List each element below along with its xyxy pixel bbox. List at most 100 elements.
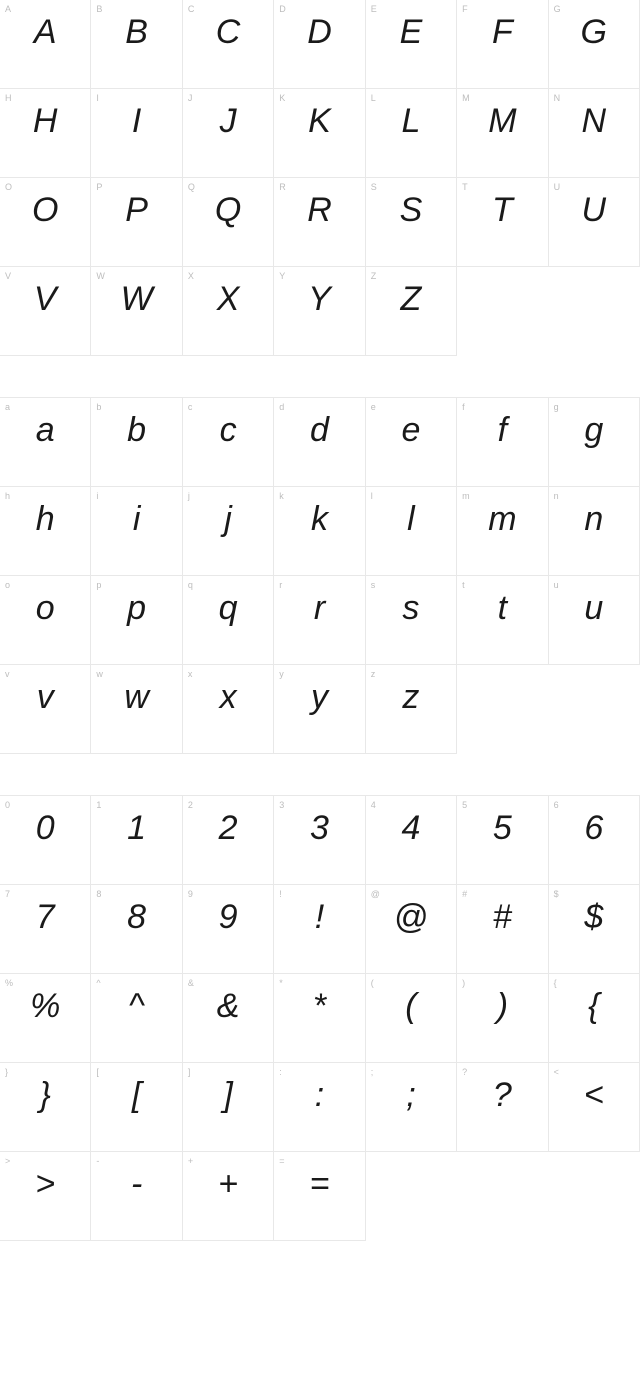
glyph-cell: <<	[548, 1062, 640, 1152]
glyph-cell-label: n	[554, 491, 559, 501]
glyph-cell-label: z	[371, 669, 376, 679]
glyph-section-digits-symbols: 00112233445566778899!!@@##$$%%^^&&**(())…	[0, 796, 640, 1241]
glyph-cell-label: u	[554, 580, 559, 590]
glyph-cell-label: E	[371, 4, 377, 14]
glyph-cell-glyph: 9	[183, 900, 273, 934]
glyph-cell: JJ	[182, 88, 274, 178]
glyph-cell-glyph: %	[0, 989, 90, 1023]
glyph-cell: ^^	[90, 973, 182, 1063]
glyph-cell: aa	[0, 397, 91, 487]
glyph-cell: MM	[456, 88, 548, 178]
glyph-cell: {{	[548, 973, 640, 1063]
glyph-cell: 77	[0, 884, 91, 974]
glyph-cell: pp	[90, 575, 182, 665]
glyph-cell-glyph: 4	[366, 811, 456, 845]
glyph-cell-glyph: 2	[183, 811, 273, 845]
glyph-cell-glyph: u	[549, 591, 639, 625]
glyph-cell: AA	[0, 0, 91, 89]
glyph-cell: **	[273, 973, 365, 1063]
glyph-cell: --	[90, 1151, 182, 1241]
glyph-cell-glyph: N	[549, 104, 639, 138]
glyph-cell: zz	[365, 664, 457, 754]
glyph-cell: @@	[365, 884, 457, 974]
glyph-cell: yy	[273, 664, 365, 754]
glyph-cell-glyph: 7	[0, 900, 90, 934]
glyph-cell-glyph: 0	[0, 811, 90, 845]
glyph-section-uppercase: AABBCCDDEEFFGGHHIIJJKKLLMMNNOOPPQQRRSSTT…	[0, 0, 640, 356]
glyph-cell-glyph: :	[274, 1078, 364, 1112]
glyph-cell-glyph: 8	[91, 900, 181, 934]
glyph-cell-glyph: q	[183, 591, 273, 625]
glyph-cell-label: :	[279, 1067, 282, 1077]
glyph-cell: II	[90, 88, 182, 178]
glyph-cell-glyph: y	[274, 680, 364, 714]
glyph-cell-label: s	[371, 580, 376, 590]
glyph-cell-glyph: +	[183, 1167, 273, 1201]
glyph-cell: $$	[548, 884, 640, 974]
glyph-cell: gg	[548, 397, 640, 487]
glyph-cell-glyph: a	[0, 413, 90, 447]
glyph-cell: SS	[365, 177, 457, 267]
glyph-cell: 11	[90, 795, 182, 885]
glyph-cell-label: Q	[188, 182, 195, 192]
glyph-cell: ee	[365, 397, 457, 487]
glyph-cell-label: X	[188, 271, 194, 281]
glyph-cell: oo	[0, 575, 91, 665]
glyph-cell-label: m	[462, 491, 470, 501]
glyph-cell: YY	[273, 266, 365, 356]
glyph-cell: ::	[273, 1062, 365, 1152]
glyph-cell-label: o	[5, 580, 10, 590]
glyph-cell-label: y	[279, 669, 284, 679]
glyph-chart: AABBCCDDEEFFGGHHIIJJKKLLMMNNOOPPQQRRSSTT…	[0, 0, 640, 1241]
glyph-cell-glyph: =	[274, 1167, 364, 1201]
glyph-cell: ((	[365, 973, 457, 1063]
glyph-cell-glyph: G	[549, 15, 639, 49]
glyph-cell-glyph: {	[549, 989, 639, 1023]
glyph-cell-label: A	[5, 4, 11, 14]
glyph-cell-label: ]	[188, 1067, 191, 1077]
glyph-cell-glyph: o	[0, 591, 90, 625]
glyph-cell: bb	[90, 397, 182, 487]
glyph-cell-label: <	[554, 1067, 559, 1077]
glyph-cell: uu	[548, 575, 640, 665]
glyph-cell-label: V	[5, 271, 11, 281]
glyph-cell-glyph: 5	[457, 811, 547, 845]
glyph-cell-glyph: $	[549, 900, 639, 934]
glyph-cell: 66	[548, 795, 640, 885]
glyph-cell: qq	[182, 575, 274, 665]
glyph-cell-glyph: r	[274, 591, 364, 625]
glyph-cell-glyph: l	[366, 502, 456, 536]
glyph-cell: %%	[0, 973, 91, 1063]
glyph-cell-label: P	[96, 182, 102, 192]
glyph-cell-label: b	[96, 402, 101, 412]
glyph-cell: xx	[182, 664, 274, 754]
glyph-cell-glyph: @	[366, 900, 456, 934]
glyph-cell-label: D	[279, 4, 286, 14]
glyph-cell-glyph: c	[183, 413, 273, 447]
glyph-cell-label: k	[279, 491, 284, 501]
glyph-cell-glyph: b	[91, 413, 181, 447]
glyph-cell-label: (	[371, 978, 374, 988]
glyph-cell-label: ;	[371, 1067, 374, 1077]
glyph-cell-label: #	[462, 889, 467, 899]
glyph-cell: 55	[456, 795, 548, 885]
glyph-cell-label: w	[96, 669, 103, 679]
glyph-cell-label: ^	[96, 978, 100, 988]
glyph-cell-glyph: ;	[366, 1078, 456, 1112]
glyph-cell-label: r	[279, 580, 282, 590]
glyph-cell-label: 3	[279, 800, 284, 810]
glyph-cell-glyph: I	[91, 104, 181, 138]
glyph-cell-glyph: >	[0, 1167, 90, 1201]
glyph-cell-label: Z	[371, 271, 377, 281]
glyph-cell-label: L	[371, 93, 376, 103]
glyph-cell-glyph: ?	[457, 1078, 547, 1112]
glyph-cell-label: 2	[188, 800, 193, 810]
glyph-cell-label: 6	[554, 800, 559, 810]
glyph-cell: [[	[90, 1062, 182, 1152]
glyph-cell-glyph: p	[91, 591, 181, 625]
glyph-cell-label: )	[462, 978, 465, 988]
glyph-section-lowercase: aabbccddeeffgghhiijjkkllmmnnooppqqrrsstt…	[0, 398, 640, 754]
glyph-cell: ss	[365, 575, 457, 665]
glyph-cell: 88	[90, 884, 182, 974]
glyph-cell-glyph: n	[549, 502, 639, 536]
